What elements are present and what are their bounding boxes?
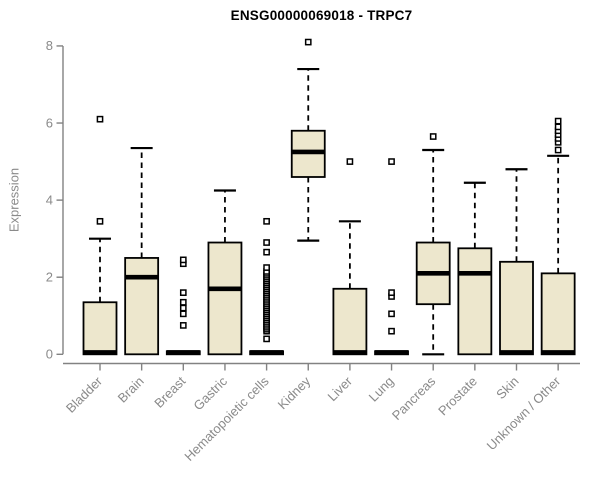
outlier-point [554, 117, 562, 125]
outlier-point [388, 289, 395, 296]
outlier-point [388, 158, 395, 165]
box-rect [499, 260, 534, 356]
y-tick-label: 6 [46, 115, 53, 130]
outlier-point [96, 115, 104, 123]
outlier-point [304, 38, 312, 46]
outlier-point [263, 264, 270, 271]
outlier-point [179, 298, 187, 306]
box-rect [540, 272, 576, 356]
outlier-point [554, 123, 562, 131]
outlier-point [96, 217, 104, 225]
x-tick-label: Bladder [63, 373, 106, 416]
x-tick-label: Gastric [190, 373, 230, 413]
outlier-point [179, 310, 187, 318]
box-rect [207, 241, 243, 356]
y-tick-label: 4 [46, 192, 53, 207]
x-tick-label: Pancreas [389, 373, 439, 423]
outlier-point [263, 335, 270, 343]
x-tick-label: Unknown / Other [484, 373, 564, 453]
outlier-point [388, 327, 395, 335]
y-tick-label: 8 [46, 38, 53, 53]
outlier-point [263, 248, 270, 256]
outlier-point [346, 158, 354, 165]
outlier-point [554, 146, 562, 154]
x-tick-label: Prostate [435, 374, 480, 419]
outlier-point [179, 322, 187, 329]
y-tick-label: 2 [46, 270, 53, 285]
outlier-point [263, 217, 270, 225]
outlier-point [388, 310, 395, 318]
x-tick-label: Kidney [275, 373, 314, 412]
outlier-point [179, 304, 187, 312]
outlier-point [263, 239, 270, 246]
x-tick-label: Lung [366, 374, 397, 405]
chart-title: ENSG00000069018 - TRPC7 [230, 8, 413, 23]
x-tick-label: Breast [151, 373, 188, 410]
box-rect [332, 287, 368, 356]
box-rect [82, 301, 118, 356]
x-tick-label: Skin [493, 374, 521, 402]
x-tick-label: Brain [115, 374, 147, 406]
x-tick-label: Liver [324, 373, 355, 404]
outlier-point [179, 289, 187, 296]
box-rect [124, 257, 160, 356]
y-axis-label: Expression [6, 167, 22, 233]
y-tick-label: 0 [46, 347, 53, 362]
outlier-point [429, 133, 437, 140]
box-rect [457, 247, 493, 356]
outlier-point [179, 256, 187, 264]
